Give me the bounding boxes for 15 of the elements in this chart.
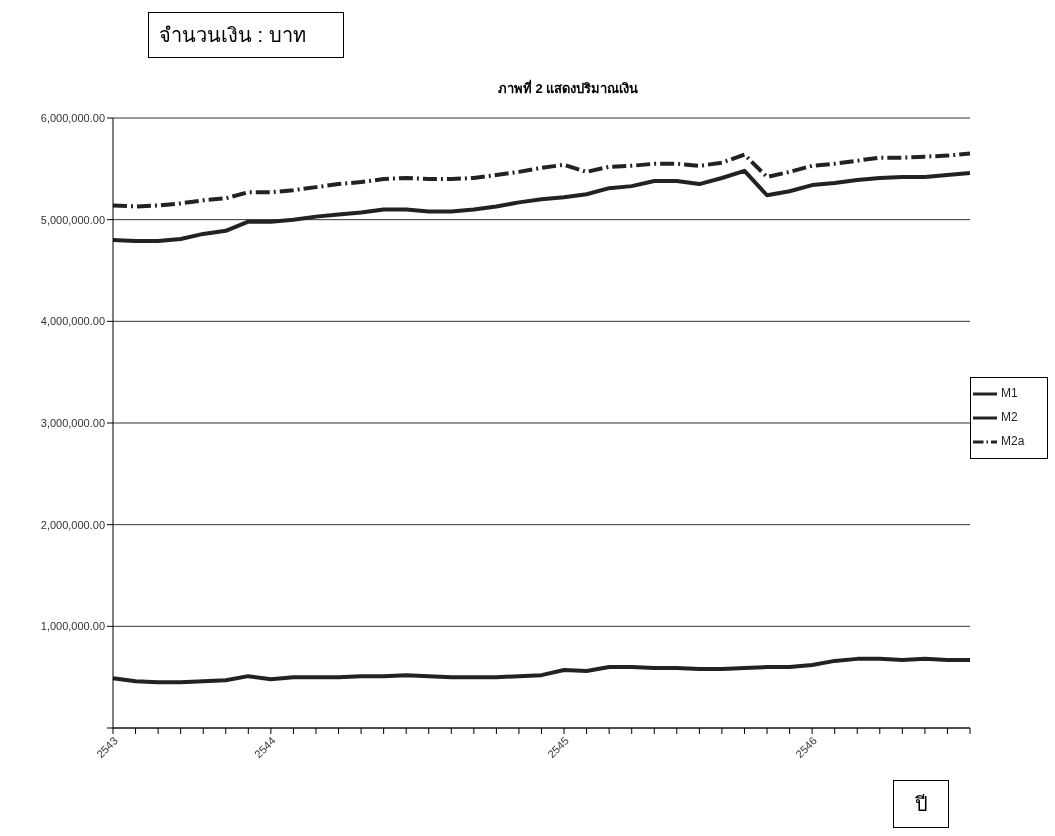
line-series xyxy=(111,151,972,209)
y-tick-label: 6,000,000.00 xyxy=(40,111,105,124)
x-axis-title: ปี xyxy=(893,780,949,828)
y-tick-label: 2,000,000.00 xyxy=(40,518,105,531)
y-tick-label: 5,000,000.00 xyxy=(40,213,105,226)
y-tick-label: 1,000,000.00 xyxy=(40,620,105,633)
line-series xyxy=(111,168,972,244)
legend-label: M2a xyxy=(1001,434,1025,449)
chart-title: ภาพที่ 2 แสดงปริมาณเงิน xyxy=(496,78,640,98)
legend-label: M1 xyxy=(1001,386,1018,401)
y-axis-title: จำนวนเงิน : บาท xyxy=(148,12,344,58)
legend-label: M2 xyxy=(1001,410,1018,425)
line-series xyxy=(111,656,972,685)
y-tick-label: 4,000,000.00 xyxy=(40,315,105,328)
y-tick-label: 3,000,000.00 xyxy=(40,416,105,429)
